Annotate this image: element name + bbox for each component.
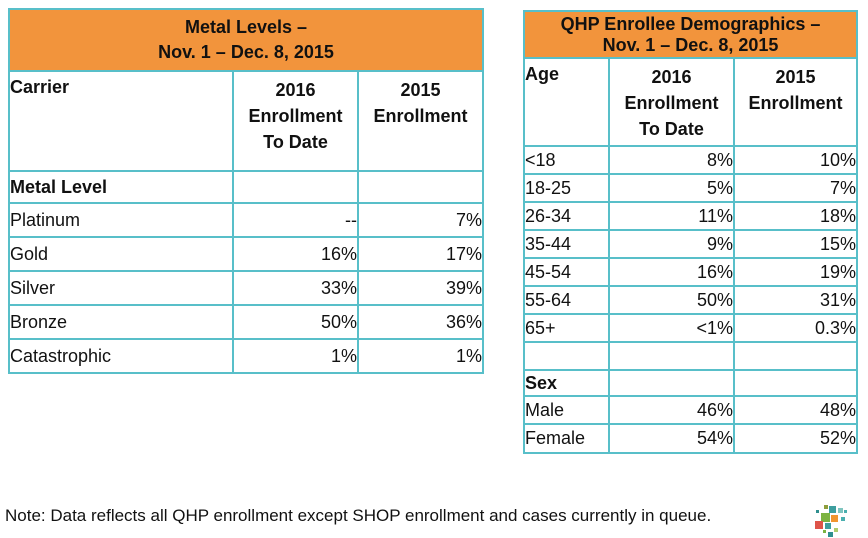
title-line-2: Nov. 1 – Dec. 8, 2015 [602, 34, 779, 55]
value-2015: 52% [732, 423, 859, 454]
value-2016: 11% [608, 201, 735, 231]
value-2016: 50% [608, 285, 735, 315]
title-line-1: QHP Enrollee Demographics – [560, 13, 821, 34]
header-line: 2015 [775, 67, 816, 87]
empty-cell [608, 341, 735, 371]
metal-levels-table: Metal Levels – Nov. 1 – Dec. 8, 2015 Car… [7, 8, 485, 374]
header-line: To Date [263, 132, 328, 153]
row-label: Catastrophic [8, 338, 234, 374]
value-2016: -- [232, 202, 359, 238]
column-header-2015-enrollment: 2015 Enrollment [732, 57, 859, 147]
row-label: Female [523, 423, 610, 454]
row-label: Silver [8, 270, 234, 306]
value-2015: 1% [356, 338, 485, 374]
header-line: 2016 [651, 67, 692, 87]
value-2015: 0.3% [732, 313, 859, 343]
value-2016: 50% [232, 304, 359, 340]
header-line: Enrollment [373, 106, 468, 127]
value-2015: 7% [356, 202, 485, 238]
table-row: 35-44 9% 15% [523, 229, 859, 259]
header-line: 2016 [275, 80, 316, 100]
row-label: Male [523, 395, 610, 425]
value-2016: 16% [232, 236, 359, 272]
table-row: Catastrophic 1% 1% [8, 338, 485, 374]
empty-cell [732, 341, 859, 371]
value-2016: 9% [608, 229, 735, 259]
row-label: 45-54 [523, 257, 610, 287]
empty-cell [732, 369, 859, 397]
spacer-row [523, 341, 859, 371]
value-2015: 48% [732, 395, 859, 425]
table-row: 26-34 11% 18% [523, 201, 859, 231]
row-label: 18-25 [523, 173, 610, 203]
header-line: To Date [639, 119, 704, 140]
empty-cell [356, 170, 485, 204]
column-header-2016-enrollment: 2016 Enrollment To Date [608, 57, 735, 147]
header-line: Enrollment [248, 106, 343, 127]
section-label-metal-level: Metal Level [8, 170, 234, 204]
table-row: Bronze 50% 36% [8, 304, 485, 340]
footnote: Note: Data reflects all QHP enrollment e… [5, 506, 712, 525]
row-label: Gold [8, 236, 234, 272]
table-row: 18-25 5% 7% [523, 173, 859, 203]
value-2015: 31% [732, 285, 859, 315]
row-label: 35-44 [523, 229, 610, 259]
table-row: Silver 33% 39% [8, 270, 485, 306]
section-label-sex: Sex [523, 369, 610, 397]
value-2015: 10% [732, 145, 859, 175]
row-label: Platinum [8, 202, 234, 238]
row-label: Bronze [8, 304, 234, 340]
table-row: Male 46% 48% [523, 395, 859, 425]
value-2015: 36% [356, 304, 485, 340]
row-label: 55-64 [523, 285, 610, 315]
value-2016: 8% [608, 145, 735, 175]
column-header-age: Age [523, 57, 610, 147]
pixel-squares-logo-icon [815, 505, 847, 537]
empty-cell [523, 341, 610, 371]
value-2016: 54% [608, 423, 735, 454]
value-2016: <1% [608, 313, 735, 343]
table-row: Gold 16% 17% [8, 236, 485, 272]
row-label: 26-34 [523, 201, 610, 231]
empty-cell [232, 170, 359, 204]
row-label: 65+ [523, 313, 610, 343]
qhp-demographics-title: QHP Enrollee Demographics – Nov. 1 – Dec… [522, 10, 859, 59]
table-row: 55-64 50% 31% [523, 285, 859, 315]
table-row: <18 8% 10% [523, 145, 859, 175]
value-2015: 7% [732, 173, 859, 203]
row-label: <18 [523, 145, 610, 175]
title-line-2: Nov. 1 – Dec. 8, 2015 [158, 42, 334, 62]
table-row: Female 54% 52% [523, 423, 859, 454]
value-2016: 16% [608, 257, 735, 287]
value-2016: 5% [608, 173, 735, 203]
value-2015: 17% [356, 236, 485, 272]
table-row: Platinum -- 7% [8, 202, 485, 238]
value-2016: 46% [608, 395, 735, 425]
value-2016: 33% [232, 270, 359, 306]
empty-cell [608, 369, 735, 397]
title-line-1: Metal Levels – [184, 16, 308, 37]
header-line: 2015 [400, 80, 441, 100]
metal-levels-title: Metal Levels – Nov. 1 – Dec. 8, 2015 [7, 8, 485, 72]
value-2015: 15% [732, 229, 859, 259]
header-line: Enrollment [748, 93, 843, 114]
column-header-2016-enrollment: 2016 Enrollment To Date [232, 70, 359, 172]
value-2015: 39% [356, 270, 485, 306]
value-2016: 1% [232, 338, 359, 374]
column-header-carrier: Carrier [8, 70, 234, 172]
header-line: Enrollment [624, 93, 719, 114]
value-2015: 18% [732, 201, 859, 231]
qhp-demographics-table: QHP Enrollee Demographics – Nov. 1 – Dec… [522, 10, 859, 454]
column-header-2015-enrollment: 2015 Enrollment [356, 70, 485, 172]
table-row: 65+ <1% 0.3% [523, 313, 859, 343]
table-row: 45-54 16% 19% [523, 257, 859, 287]
value-2015: 19% [732, 257, 859, 287]
